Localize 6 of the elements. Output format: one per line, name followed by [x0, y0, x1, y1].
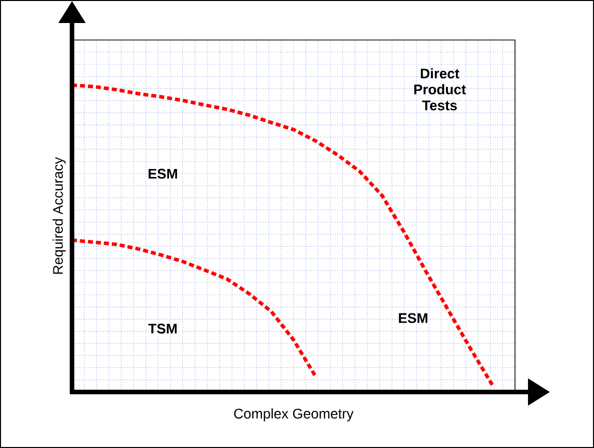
y-axis-title: Required Accuracy: [52, 157, 66, 274]
annotation: ESM: [148, 168, 178, 179]
x-axis-title: Complex Geometry: [234, 408, 354, 422]
annotation: Direct Product Tests: [414, 68, 466, 110]
annotation: ESM: [398, 313, 428, 324]
annotation: TSM: [148, 324, 177, 334]
